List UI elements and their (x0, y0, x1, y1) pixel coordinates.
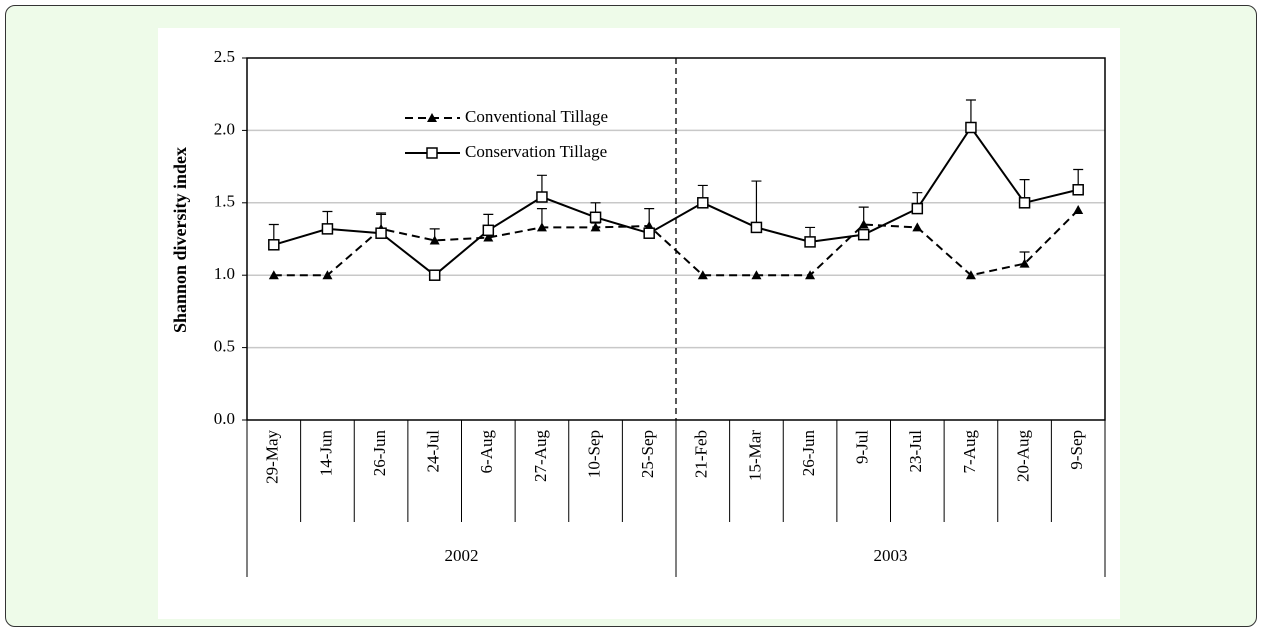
data-point (965, 270, 976, 280)
x-tick-label: 24-Jul (424, 430, 443, 473)
x-tick-label: 6-Aug (477, 430, 496, 474)
data-point (750, 221, 763, 234)
y-axis-label: Shannon diversity index (170, 147, 190, 333)
x-tick-label: 7-Aug (960, 430, 979, 474)
data-point (536, 222, 547, 232)
data-point (804, 236, 816, 248)
x-tick-label: 27-Aug (531, 430, 550, 482)
x-tick-label: 26-Jun (370, 430, 389, 477)
data-point (375, 227, 387, 239)
data-point (321, 223, 334, 235)
data-point (483, 232, 494, 242)
x-tick-label: 21-Feb (692, 430, 711, 478)
group-label: 2003 (874, 546, 908, 565)
data-point (1073, 205, 1084, 215)
x-tick-label: 26-Jun (799, 430, 818, 477)
data-point (589, 211, 602, 224)
series-line (273, 125, 1079, 277)
data-point (857, 228, 870, 241)
data-point (911, 202, 924, 215)
data-point (858, 219, 869, 229)
x-tick-label: 20-Aug (1013, 430, 1032, 482)
legend-marker (427, 113, 437, 122)
data-point (643, 227, 655, 239)
data-point (1019, 258, 1030, 268)
x-tick-label: 10-Sep (584, 430, 603, 478)
x-tick-label: 15-Mar (745, 430, 764, 481)
y-tick-label: 1.5 (214, 192, 235, 211)
data-point (268, 270, 279, 280)
y-tick-label: 2.0 (214, 119, 235, 138)
data-point (590, 222, 601, 232)
data-point (322, 270, 333, 280)
group-label: 2002 (445, 546, 479, 565)
x-tick-label: 9-Jul (853, 430, 872, 464)
x-tick-label: 14-Jun (316, 430, 335, 477)
x-tick-label: 25-Sep (638, 430, 657, 478)
series-line (273, 209, 1079, 277)
data-point (697, 270, 708, 280)
data-point (428, 269, 441, 281)
x-tick-label: 23-Jul (906, 430, 925, 473)
data-point (751, 270, 762, 280)
data-point (697, 197, 709, 209)
x-tick-label: 29-May (263, 430, 282, 484)
y-tick-label: 0.5 (214, 337, 235, 356)
legend-marker (426, 147, 438, 159)
data-point (268, 239, 280, 251)
chart-background (158, 28, 1120, 619)
data-point (805, 270, 816, 280)
data-point (1072, 184, 1084, 196)
error-bar (751, 180, 762, 228)
y-tick-label: 0.0 (214, 409, 235, 428)
data-point (1018, 197, 1031, 209)
data-point (536, 191, 548, 203)
data-point (429, 235, 440, 245)
legend-label: Conventional Tillage (465, 107, 608, 126)
data-point (965, 121, 977, 134)
y-tick-label: 1.0 (214, 264, 235, 283)
legend-label: Conservation Tillage (465, 142, 607, 161)
data-point (482, 224, 495, 237)
data-point (912, 222, 923, 232)
y-tick-label: 2.5 (214, 47, 235, 66)
x-tick-label: 9-Sep (1067, 430, 1086, 470)
